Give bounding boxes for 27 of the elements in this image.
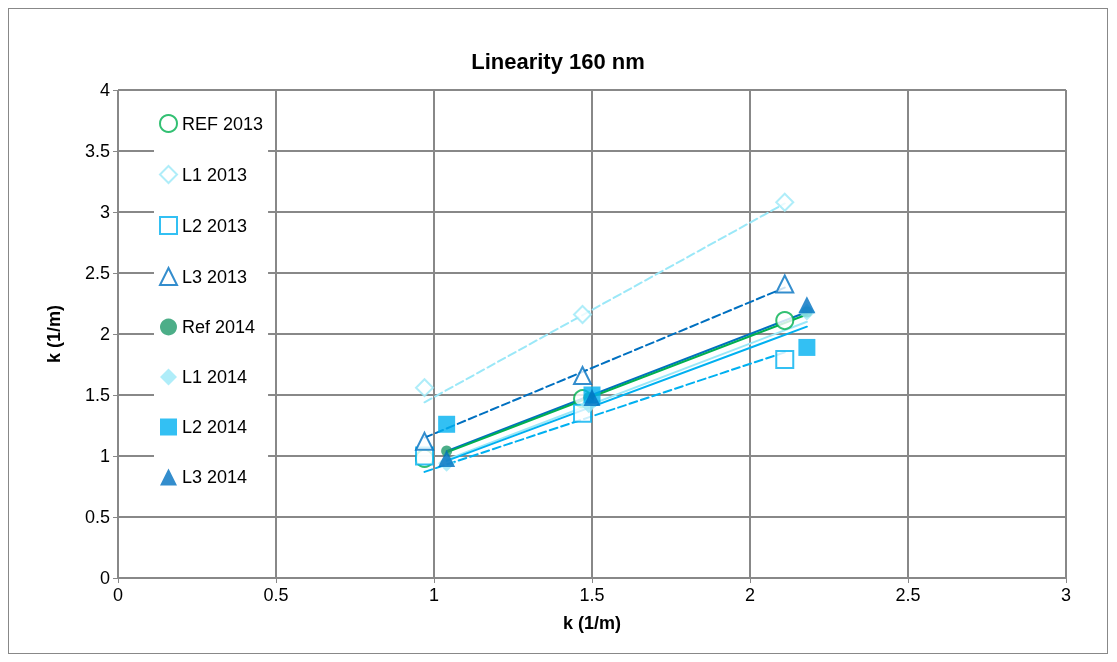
- x-tick-label: 2.5: [895, 585, 921, 605]
- y-tick-label: 0.5: [84, 507, 110, 527]
- chart-title: Linearity 160 nm: [471, 48, 645, 74]
- legend-label: L3 2013: [182, 266, 248, 287]
- x-tick-label: 1: [428, 585, 440, 605]
- y-tick-label: 1.5: [84, 385, 110, 405]
- legend-label: L1 2014: [182, 367, 248, 387]
- legend-label: L2 2013: [182, 215, 248, 236]
- x-tick-label: 3: [1060, 585, 1072, 605]
- y-tick-label: 1: [99, 446, 110, 466]
- y-axis-title: k (1/m): [44, 304, 64, 364]
- y-tick-label: 3: [99, 202, 110, 222]
- y-tick-label: 2.5: [84, 263, 110, 283]
- legend-label: L2 2014: [182, 417, 248, 437]
- legend-label: Ref 2014: [182, 317, 256, 337]
- x-tick-label: 0.5: [263, 585, 289, 605]
- y-tick-label: 4: [99, 80, 110, 100]
- y-tick-label: 3.5: [84, 141, 110, 161]
- legend-label: REF 2013: [182, 113, 264, 134]
- x-tick-label: 2: [744, 585, 756, 605]
- legend-label: L1 2013: [182, 164, 248, 185]
- y-tick-label: 0: [99, 568, 110, 588]
- x-axis-title: k (1/m): [562, 613, 622, 633]
- y-tick-label: 2: [99, 324, 110, 344]
- x-tick-label: 1.5: [579, 585, 605, 605]
- x-tick-label: 0: [112, 585, 124, 605]
- legend-label: L3 2014: [182, 467, 248, 487]
